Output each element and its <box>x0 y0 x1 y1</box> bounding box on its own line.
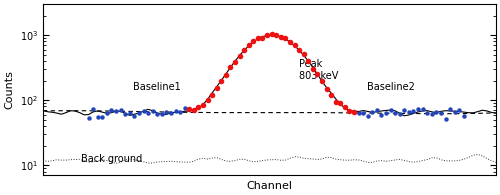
X-axis label: Channel: Channel <box>246 181 292 191</box>
Text: Peak
803 keV: Peak 803 keV <box>299 59 339 81</box>
Text: Back ground: Back ground <box>81 154 142 164</box>
Text: Baseline1: Baseline1 <box>134 82 181 92</box>
Y-axis label: Counts: Counts <box>4 70 14 109</box>
Text: Baseline2: Baseline2 <box>366 82 414 92</box>
